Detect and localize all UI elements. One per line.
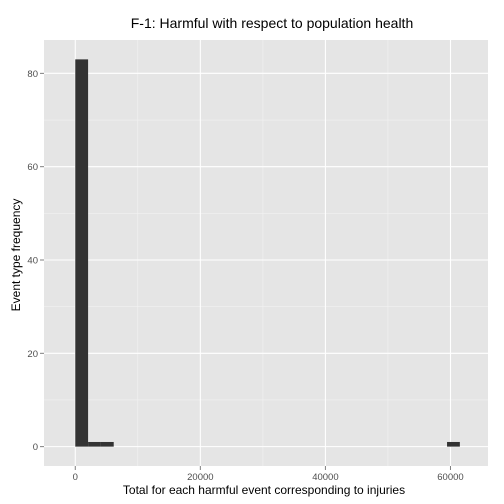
y-tick-label: 0 — [33, 442, 38, 453]
y-axis-label: Event type frequency — [9, 199, 23, 312]
x-tick-label: 20000 — [187, 472, 213, 483]
y-tick-label: 40 — [27, 255, 38, 266]
y-axis-ticks: 0 20 40 60 80 — [27, 69, 44, 453]
histogram-bar — [88, 441, 101, 447]
plot-panel — [44, 40, 488, 466]
x-tick-label: 40000 — [312, 472, 338, 483]
x-axis-label: Total for each harmful event correspondi… — [123, 483, 405, 497]
minor-gridlines — [44, 40, 488, 466]
x-axis-ticks: 0 20000 40000 60000 — [73, 466, 464, 483]
x-tick-label: 0 — [73, 472, 78, 483]
chart-title: F-1: Harmful with respect to population … — [131, 15, 413, 31]
y-tick-label: 20 — [27, 349, 38, 360]
y-tick-label: 80 — [27, 69, 38, 80]
x-tick-label: 60000 — [437, 472, 463, 483]
y-tick-label: 60 — [27, 162, 38, 173]
major-gridlines — [44, 40, 488, 466]
histogram-bar — [75, 59, 89, 447]
histogram-bar — [100, 441, 114, 447]
histogram-bars — [75, 59, 460, 447]
histogram-bar — [447, 441, 460, 447]
